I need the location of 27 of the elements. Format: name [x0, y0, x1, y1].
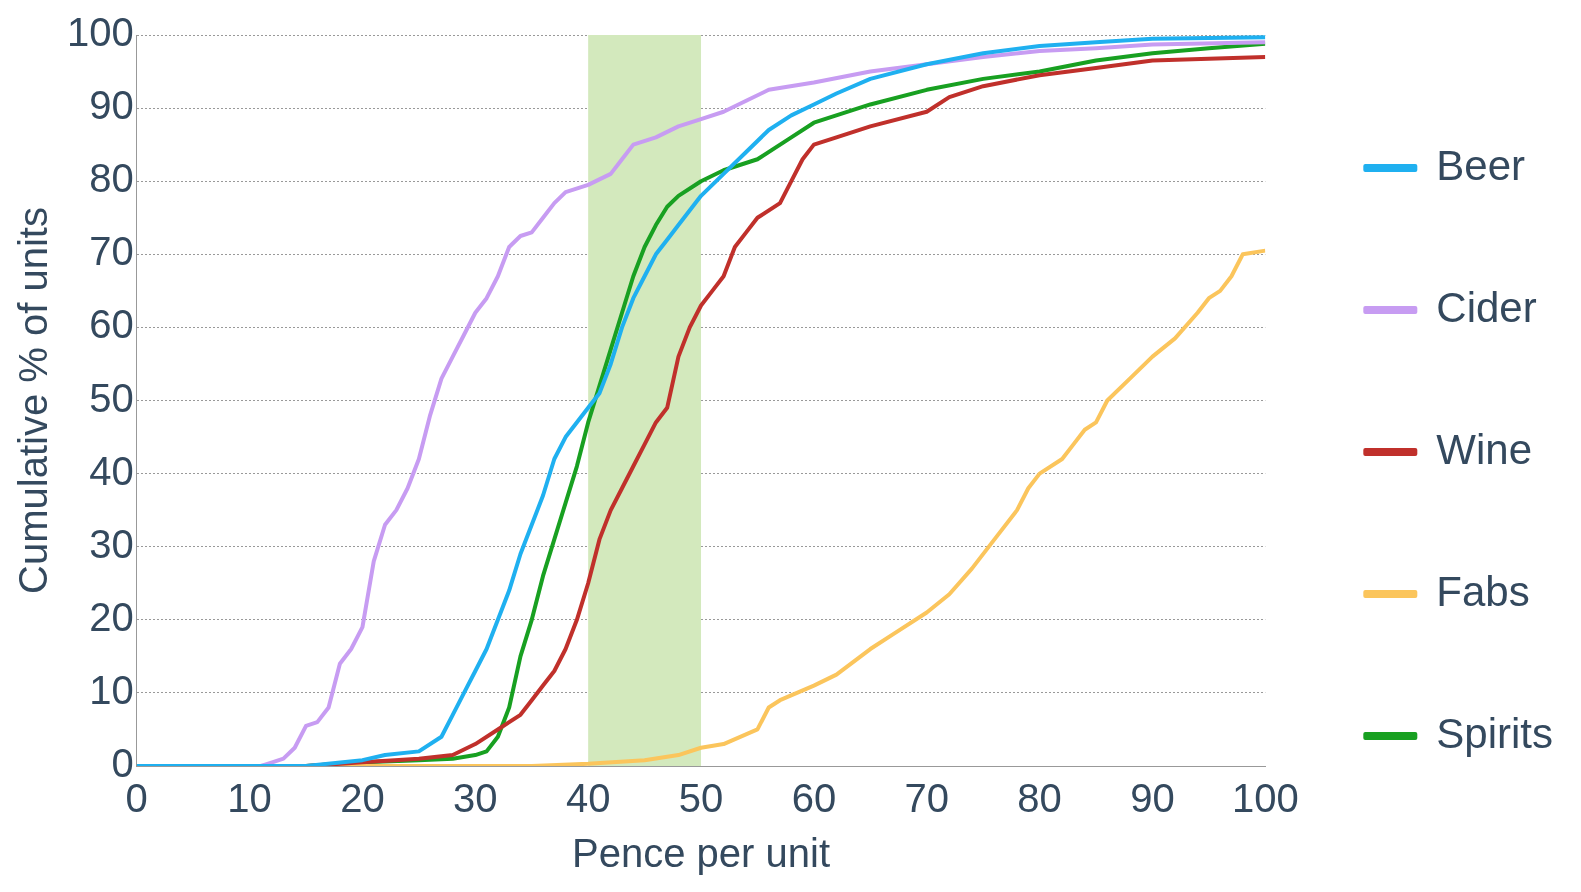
x-tick-label: 40 [565, 776, 611, 821]
x-tick-label: 30 [453, 776, 498, 821]
x-tick-label: 80 [1017, 776, 1062, 821]
x-tick-label: 70 [904, 776, 949, 821]
x-axis-title: Pence per unit [572, 831, 830, 876]
y-tick-label: 30 [89, 521, 134, 566]
x-tick-label: 20 [340, 776, 385, 821]
legend-label: Fabs [1436, 567, 1530, 615]
y-tick-label: 90 [89, 83, 134, 128]
legend-label: Wine [1436, 425, 1533, 473]
x-tick-label: 100 [1231, 776, 1299, 821]
y-tick-label: 20 [89, 594, 134, 639]
legend-label: Spirits [1436, 709, 1554, 757]
x-tick-label: 50 [678, 776, 724, 821]
y-tick-label: 50 [89, 375, 134, 420]
y-axis-title: Cumulative % of units [11, 207, 56, 594]
y-tick-label: 60 [89, 302, 134, 347]
x-tick-label: 10 [227, 776, 272, 821]
legend-label: Cider [1436, 283, 1537, 331]
x-tick-label: 60 [791, 776, 837, 821]
y-tick-label: 40 [89, 448, 134, 493]
legend-label: Beer [1436, 141, 1526, 189]
x-tick-label: 90 [1130, 776, 1175, 821]
y-tick-label: 100 [66, 10, 134, 55]
y-tick-label: 80 [89, 156, 134, 201]
y-tick-label: 10 [89, 667, 134, 712]
y-tick-label: 70 [89, 229, 134, 274]
